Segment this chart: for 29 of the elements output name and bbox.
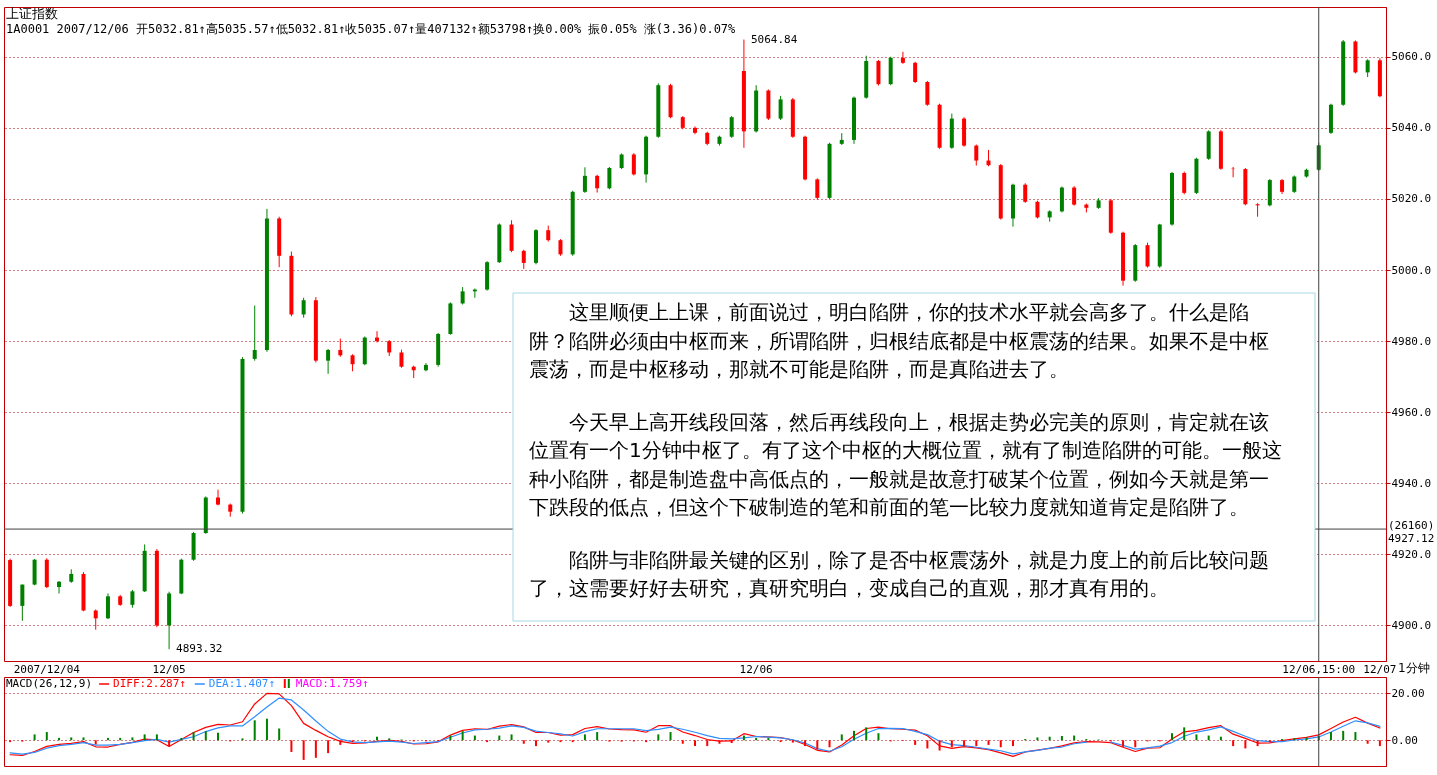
x-tick-label: 12/07: [1363, 662, 1397, 676]
x-tick-label: 12/06,15:00: [1282, 662, 1356, 676]
x-tick-label: 2007/12/04: [13, 662, 81, 676]
annotation: 今天早上高开线段回落，然后再线段向上，根据走势必完美的原则，肯定就在该位置有一个1分钟中枢了。有了这个中枢的大概位置，就有了制造陷阱的可能。一般这种小陷阱，都是制造盘中高低点的，一般就是故意打破某个位置，例如今天就是第一下跌段的低点，但这个下破制造的笔和前面的笔一比较力度就知道肯定是陷阱了。: [529, 409, 1282, 519]
y-tick-label: 5000.0: [1391, 263, 1432, 277]
x-axis-title: 1分钟: [1398, 661, 1430, 675]
y-tick-label: 4920.0: [1391, 547, 1432, 561]
y-tick-label: 5020.0: [1391, 192, 1432, 206]
annotation: 陷阱与非陷阱最关键的区别，除了是否中枢震荡外，就是力度上的前后比较问题了，这需要好好去研究，真研究明白，变成自己的直观，那才真有用的。: [529, 547, 1269, 600]
annotation: 5064.84: [750, 32, 798, 46]
y-tick-label: 4900.0: [1391, 618, 1432, 632]
y-tick-label: 20.00: [1391, 686, 1425, 700]
x-tick-label: 12/06: [739, 662, 773, 676]
annotation: 这里顺便上上课，前面说过，明白陷阱，你的技术水平就会高多了。什么是陷阱？陷阱必须由中枢而来，所谓陷阱，归根结底都是中枢震荡的结果。如果不是中枢震荡，而是中枢移动，那就不可能是陷阱，而是真陷进去了。: [529, 300, 1269, 381]
x-tick-label: 12/05: [152, 662, 186, 676]
legend-label: DIFF:2.287↑: [113, 677, 186, 690]
legend-label: MACD:1.759↑: [295, 677, 369, 690]
legend-label: DEA:1.407↑: [208, 677, 276, 690]
annotation: 4893.32: [176, 642, 223, 656]
y-tick-label: 0.00: [1391, 733, 1418, 747]
text: 1A0001 2007/12/06 开5032.81↑高5035.57↑低5032.81↑收5035.07↑量407132↑额53798↑换0.00% 振0.05% 涨(3.36)0.07%: [6, 22, 737, 36]
chart-title: MACD(26,12,9): [6, 677, 93, 690]
ref-line-label: (26160) 4927.12: [1388, 519, 1435, 546]
chart-title: 上证指数: [6, 6, 58, 21]
y-tick-label: 5040.0: [1391, 121, 1432, 135]
y-tick-label: 4960.0: [1391, 405, 1432, 419]
y-tick-label: 4940.0: [1391, 476, 1432, 490]
y-tick-label: 4980.0: [1391, 334, 1432, 348]
y-tick-label: 5060.0: [1391, 50, 1432, 64]
